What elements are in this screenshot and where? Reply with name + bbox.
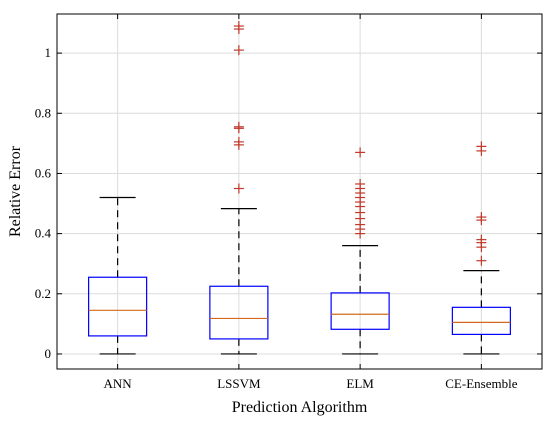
y-tick-label: 0 — [45, 346, 52, 361]
tick-layer: 0 0.2 0.4 0.6 0.8 1 ANN LSSVM ELM CE-Ensemble — [35, 14, 542, 391]
x-axis-label: Prediction Algorithm — [232, 399, 368, 416]
y-tick-label: 0.2 — [35, 286, 51, 301]
box-group — [451, 141, 511, 355]
outlier-point — [233, 45, 244, 56]
x-tick-label: ELM — [346, 376, 374, 391]
outlier-point — [233, 121, 244, 132]
box-group — [330, 147, 390, 355]
box-group — [209, 21, 269, 355]
outlier-point — [355, 178, 366, 189]
x-tick-label: CE-Ensemble — [445, 376, 517, 391]
y-tick-label: 1 — [45, 45, 52, 60]
outlier-point — [233, 136, 244, 147]
outlier-point — [476, 255, 487, 266]
outlier-point — [355, 147, 366, 158]
plot-frame — [56, 13, 543, 370]
box-group — [88, 196, 148, 355]
iqr-box — [88, 276, 148, 337]
grid-layer — [57, 14, 542, 369]
iqr-box — [451, 306, 511, 336]
iqr-box — [330, 292, 390, 330]
outlier-point — [476, 141, 487, 152]
outlier-point — [476, 212, 487, 223]
outlier-point — [233, 183, 244, 194]
iqr-box — [209, 285, 269, 340]
y-tick-label: 0.6 — [35, 165, 52, 180]
y-axis-label: Relative Error — [7, 145, 24, 237]
box-layer — [88, 21, 511, 355]
x-tick-label: ANN — [104, 376, 133, 391]
y-tick-label: 0.4 — [35, 226, 52, 241]
x-tick-label: LSSVM — [217, 376, 261, 391]
y-tick-label: 0.8 — [35, 105, 51, 120]
outlier-point — [233, 21, 244, 32]
outlier-point — [476, 234, 487, 245]
